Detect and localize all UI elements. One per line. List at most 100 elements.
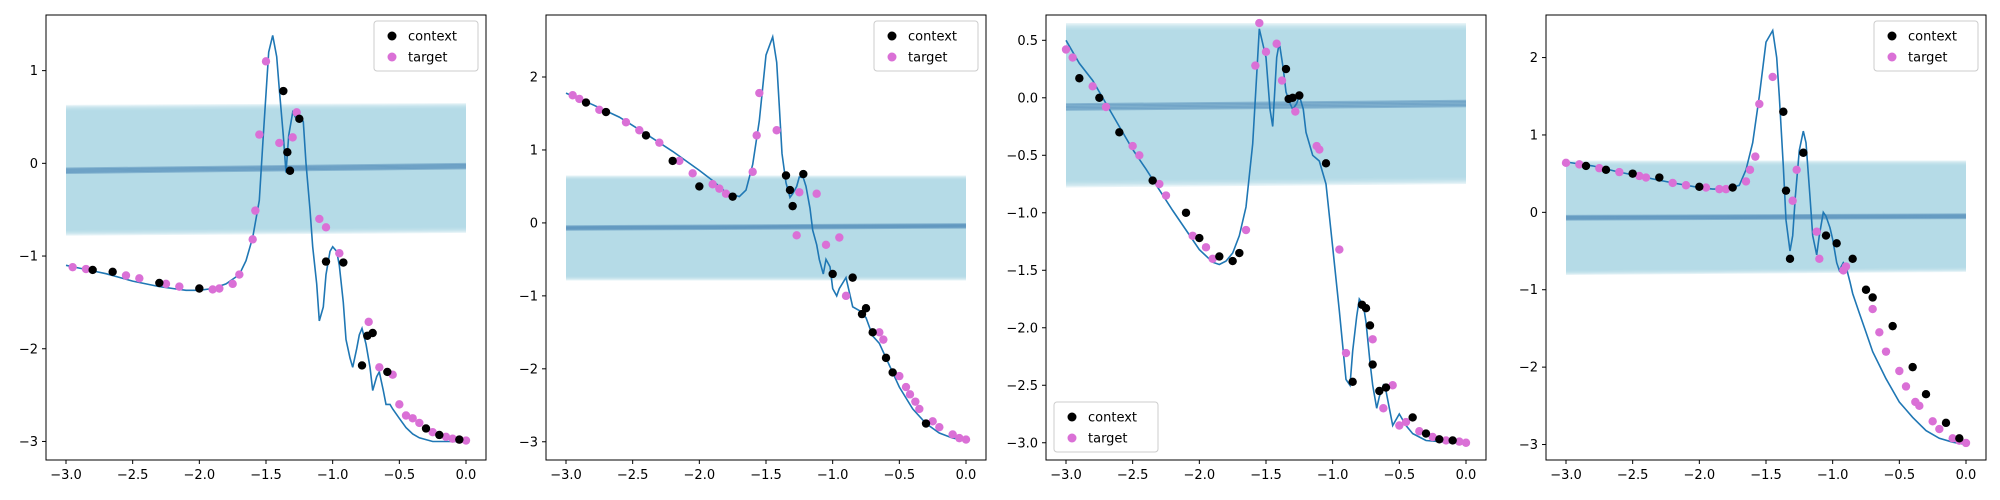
panel-1-context-point bbox=[155, 278, 164, 288]
panel-1-context-legend-marker bbox=[387, 31, 397, 41]
panel-4-context-legend-label: context bbox=[1908, 30, 1957, 45]
panel-3-target-point bbox=[1368, 335, 1377, 344]
panel-1: −3.0 −2.5 −2.0 −1.5 −1.0 −0.5 0.0 −3 −2 −1 0 1 conte… bbox=[19, 14, 487, 483]
panel-3-context-point bbox=[1235, 248, 1244, 258]
panel-3-x-tick-label: −1.5 bbox=[1250, 468, 1282, 483]
panel-4-context-point bbox=[1785, 254, 1795, 263]
panel-3-target-point bbox=[1241, 225, 1251, 235]
panel-2-predicted-mean-line bbox=[565, 226, 967, 231]
panel-2-context-point bbox=[781, 171, 791, 180]
panel-4-target-point bbox=[1881, 347, 1891, 356]
panel-3-target-point bbox=[1315, 145, 1324, 154]
panel-1-target-point bbox=[375, 363, 384, 372]
panel-4-target-point bbox=[1901, 382, 1911, 391]
panel-2-target-point bbox=[675, 156, 684, 166]
panel-2-target-legend-marker bbox=[887, 52, 897, 62]
panel-3-context-legend-marker bbox=[1067, 412, 1077, 422]
panel-2-target-point bbox=[875, 328, 884, 337]
panel-2-target-point bbox=[635, 126, 644, 135]
panel-3-x-tick-label: −0.5 bbox=[1384, 468, 1416, 483]
panel-3-context-point bbox=[1181, 208, 1191, 217]
panel-1-context-point bbox=[339, 258, 348, 267]
panel-4-uncertainty-band bbox=[1566, 163, 1966, 273]
panel-1-y-tick-label: 0 bbox=[30, 157, 38, 172]
panel-3-y-tick-label: 0.5 bbox=[1017, 34, 1038, 49]
panel-4-legend-box bbox=[1873, 20, 1979, 72]
panel-3-y-tick-label: −1.0 bbox=[1006, 206, 1038, 221]
panel-2-target-point bbox=[911, 397, 920, 406]
panel-2-target-point bbox=[821, 240, 831, 249]
panel-2-target-point bbox=[708, 180, 717, 189]
panel-1-y-tick-label: −3 bbox=[19, 435, 38, 450]
panel-1-y-tick-label: −2 bbox=[19, 342, 38, 357]
panel-1-uncertainty-band bbox=[66, 103, 466, 236]
panel-4-context-point bbox=[1628, 169, 1637, 178]
panel-2-context-point bbox=[881, 353, 891, 363]
panel-3-context-point bbox=[1381, 383, 1391, 392]
panel-4-y-tick-label: −1 bbox=[1519, 283, 1538, 298]
panel-3-context-point bbox=[1375, 386, 1384, 396]
panel-2-context-point bbox=[785, 185, 795, 195]
panel-3-plot-area bbox=[1061, 18, 1471, 447]
panel-2-x-tick-label: −2.0 bbox=[684, 468, 716, 483]
panel-3-uncertainty-band bbox=[1066, 25, 1466, 185]
panel-2-context-legend-marker bbox=[887, 31, 897, 41]
panel-4-target-point bbox=[1948, 434, 1957, 443]
panel-2-y-tick-label: 1 bbox=[530, 143, 538, 158]
panel-4-target-legend-label: target bbox=[1908, 51, 1948, 66]
panel-3-target-point bbox=[1461, 438, 1471, 447]
panel-2-uncertainty-band bbox=[566, 178, 966, 278]
panel-4-context-legend-marker bbox=[1887, 31, 1897, 41]
panel-1-context-point bbox=[279, 86, 288, 96]
panel-4-target-point bbox=[1668, 178, 1677, 188]
panel-3-x-tick-label: −2.5 bbox=[1117, 468, 1149, 483]
panel-4-target-point bbox=[1715, 184, 1724, 194]
panel-2-y-tick-label: 0 bbox=[530, 216, 538, 231]
panel-4-x-tick-label: −2.5 bbox=[1617, 468, 1649, 483]
panel-2-context-point bbox=[728, 192, 737, 201]
panel-2-context-point bbox=[668, 156, 677, 166]
panel-2-y-tick-label: −3 bbox=[519, 435, 538, 450]
panel-2-plot-area bbox=[565, 33, 971, 444]
panel-1-target-point bbox=[401, 411, 411, 420]
panel-4-predicted-mean-line bbox=[1565, 217, 1967, 221]
panel-1-target-point bbox=[248, 235, 257, 244]
panel-1-uncertainty-band bbox=[66, 107, 466, 232]
panel-1-target-point bbox=[235, 270, 244, 279]
panel-1-context-point bbox=[435, 430, 444, 440]
panel-1-target-point bbox=[275, 138, 284, 148]
panel-1-uncertainty-band bbox=[66, 104, 466, 235]
panel-4-context-point bbox=[1821, 231, 1831, 240]
panel-4-target-point bbox=[1575, 160, 1584, 169]
panel-3-context-point bbox=[1075, 74, 1084, 83]
panel-4-y-tick-label: −2 bbox=[1519, 361, 1538, 376]
panel-2-target-point bbox=[621, 118, 631, 127]
panel-1-predicted-mean-line bbox=[65, 167, 467, 174]
panel-3-y-tick-label: −1.5 bbox=[1006, 264, 1038, 279]
panel-4-target-point bbox=[1681, 181, 1691, 190]
panel-2-context-point bbox=[641, 131, 651, 140]
panel-4-uncertainty-band bbox=[1566, 165, 1966, 271]
panel-4-y-tick-label: 0 bbox=[1530, 206, 1538, 221]
panel-2-uncertainty-band bbox=[566, 177, 966, 279]
panel-2-uncertainty-band bbox=[566, 178, 966, 278]
panel-3-context-point bbox=[1288, 93, 1297, 102]
panel-2-x-tick-label: −2.5 bbox=[617, 468, 649, 483]
panel-3-uncertainty-band bbox=[1066, 23, 1466, 188]
panel-2-context-point bbox=[921, 419, 931, 428]
panel-2-target-point bbox=[721, 189, 731, 198]
panel-3-target-point bbox=[1428, 432, 1437, 442]
panel-4-context-point bbox=[1781, 186, 1791, 195]
panel-4-uncertainty-band bbox=[1566, 160, 1966, 276]
panel-3-target-point bbox=[1291, 107, 1300, 116]
panel-1-target-point bbox=[288, 133, 297, 142]
panel-3-context-point bbox=[1321, 159, 1331, 168]
panel-4-context-point bbox=[1695, 182, 1704, 192]
panel-2-predicted-mean-line bbox=[565, 225, 967, 230]
panel-1-target-point bbox=[228, 279, 237, 289]
panel-2-context-point bbox=[799, 169, 808, 179]
panel-2-context-point bbox=[788, 201, 797, 211]
panel-4-target-point bbox=[1745, 165, 1755, 174]
panel-3-context-point bbox=[1421, 429, 1431, 438]
